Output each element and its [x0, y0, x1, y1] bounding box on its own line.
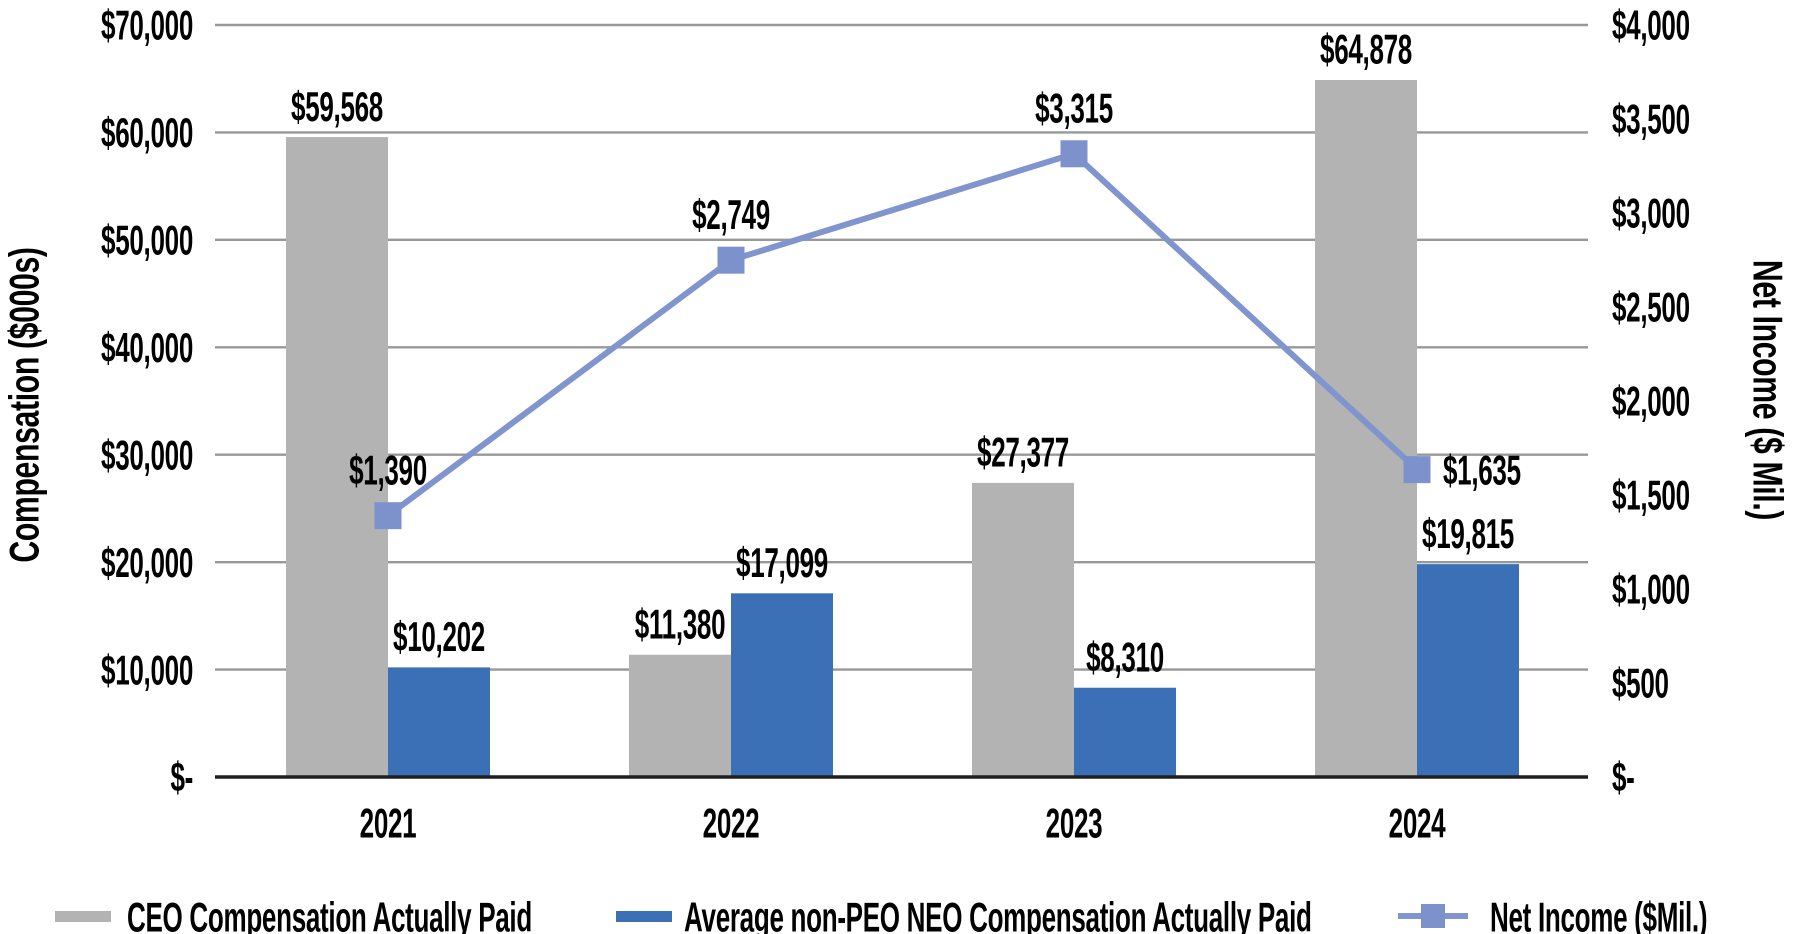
- net-income-data-label: $1,635: [1443, 447, 1521, 494]
- right-axis-tick-label: $1,500: [1612, 472, 1690, 519]
- legend-item-ceo-compensation: CEO Compensation Actually Paid: [55, 894, 532, 934]
- ceo-compensation-bar: [629, 654, 731, 777]
- x-axis-category-label: 2024: [1389, 800, 1446, 847]
- left-axis-tick-label: $30,000: [101, 432, 193, 479]
- right-axis-title: Net Income ($ Mil.): [1744, 260, 1791, 520]
- left-axis-tick-label: $70,000: [101, 2, 193, 49]
- x-axis-category-label: 2021: [360, 800, 417, 847]
- right-axis-tick-label: $4,000: [1612, 2, 1690, 49]
- net-income-marker-swatch: [1421, 904, 1445, 928]
- legend-label-ceo: CEO Compensation Actually Paid: [127, 894, 532, 934]
- right-axis-tick-label: $2,500: [1612, 284, 1690, 331]
- neo-bar-data-label: $8,310: [1086, 634, 1164, 681]
- neo-compensation-bar: [388, 667, 490, 777]
- neo-compensation-bar: [1074, 687, 1176, 777]
- net-income-marker: [1403, 456, 1431, 484]
- ceo-compensation-bar: [1315, 80, 1417, 778]
- right-axis-tick-label: $3,500: [1612, 96, 1690, 143]
- neo-bar-data-label: $17,099: [736, 540, 828, 587]
- ceo-compensation-bar: [972, 482, 1074, 777]
- ceo-bar-data-label: $11,380: [635, 601, 726, 648]
- neo-bar-swatch: [616, 911, 672, 922]
- x-axis-category-label: 2022: [703, 800, 760, 847]
- ceo-compensation-bar: [286, 137, 388, 778]
- neo-bar-data-label: $19,815: [1422, 511, 1514, 558]
- legend-label-neo: Average non-PEO NEO Compensation Actuall…: [684, 894, 1312, 934]
- left-axis-tick-label: $50,000: [101, 217, 193, 264]
- neo-bar-data-label: $10,202: [393, 614, 485, 661]
- ceo-bar-swatch: [55, 911, 111, 922]
- plot-area: $- $10,000 $20,000 $30,000 $40,000 $50,000 $60…: [101, 2, 1690, 847]
- left-axis-tick-label: $10,000: [101, 647, 193, 694]
- legend-label-net-income: Net Income ($Mil.): [1490, 894, 1707, 934]
- neo-compensation-bar: [1417, 564, 1519, 777]
- net-income-marker: [717, 246, 745, 274]
- left-axis-tick-label: $-: [170, 754, 193, 801]
- left-axis-tick-label: $60,000: [101, 110, 193, 157]
- left-axis-tick-label: $40,000: [101, 325, 193, 372]
- net-income-data-label: $2,749: [692, 192, 770, 239]
- net-income-line: [386, 150, 1420, 519]
- left-axis-title: Compensation ($000s): [1, 247, 48, 562]
- net-income-marker: [1060, 140, 1088, 168]
- right-axis-tick-label: $2,000: [1612, 378, 1690, 425]
- legend: CEO Compensation Actually Paid Average n…: [55, 894, 1708, 934]
- right-axis-tick-label: $-: [1612, 754, 1635, 801]
- neo-compensation-bar: [731, 593, 833, 777]
- ceo-bar-data-label: $27,377: [977, 429, 1069, 476]
- ceo-bar-data-label: $59,568: [291, 84, 383, 131]
- right-axis-tick-label: $1,000: [1612, 566, 1690, 613]
- net-income-data-label: $1,390: [349, 447, 427, 494]
- legend-item-net-income: Net Income ($Mil.): [1398, 894, 1708, 934]
- right-axis-tick-label: $500: [1612, 660, 1669, 707]
- x-axis-category-label: 2023: [1046, 800, 1103, 847]
- right-axis-tick-label: $3,000: [1612, 190, 1690, 237]
- ceo-bar-data-label: $64,878: [1320, 26, 1412, 73]
- legend-item-neo-compensation: Average non-PEO NEO Compensation Actuall…: [616, 894, 1312, 934]
- left-axis-tick-label: $20,000: [101, 540, 193, 587]
- net-income-data-label: $3,315: [1035, 85, 1113, 132]
- net-income-marker: [374, 502, 402, 530]
